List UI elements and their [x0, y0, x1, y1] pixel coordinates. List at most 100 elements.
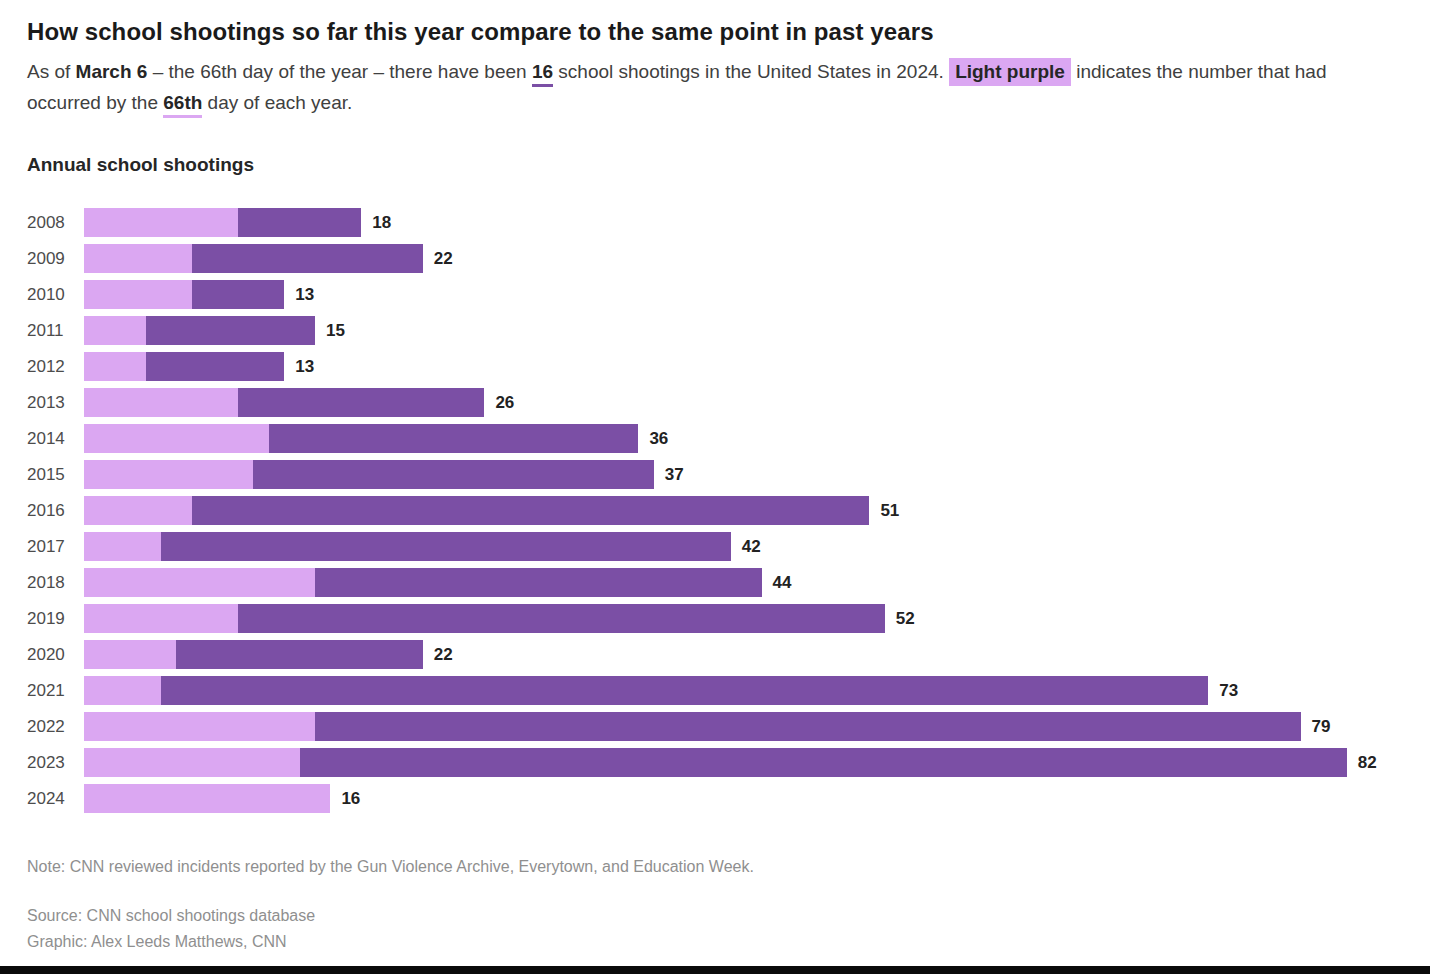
bar-segment-by-66th-day — [84, 424, 269, 453]
chart-row: 2023 82 — [27, 748, 1403, 777]
chart-row: 2019 52 — [27, 604, 1403, 633]
year-label: 2023 — [27, 753, 71, 773]
value-label: 51 — [880, 501, 899, 521]
value-label: 13 — [295, 357, 314, 377]
chart-row: 2010 13 — [27, 280, 1403, 309]
bar-segment-by-66th-day — [84, 676, 161, 705]
year-label: 2022 — [27, 717, 71, 737]
bar-segment-by-66th-day — [84, 604, 238, 633]
bar-segment-rest-of-year — [161, 676, 1208, 705]
chart-row: 2015 37 — [27, 460, 1403, 489]
bar — [84, 748, 1347, 777]
value-label: 73 — [1219, 681, 1238, 701]
bar-segment-by-66th-day — [84, 388, 238, 417]
bar-segment-by-66th-day — [84, 460, 253, 489]
bar — [84, 460, 654, 489]
bar-segment-rest-of-year — [192, 496, 870, 525]
bar-segment-by-66th-day — [84, 568, 315, 597]
bar — [84, 316, 315, 345]
chart-row: 202022 — [27, 640, 1403, 669]
chart-row: 2016 51 — [27, 496, 1403, 525]
year-label: 2011 — [27, 321, 71, 341]
chart-row: 200818 — [27, 208, 1403, 237]
bar-segment-rest-of-year — [192, 244, 423, 273]
value-label: 36 — [649, 429, 668, 449]
bar — [84, 712, 1301, 741]
subtitle-text: school shootings in the United States in… — [553, 61, 949, 82]
value-label: 52 — [896, 609, 915, 629]
year-label: 2009 — [27, 249, 71, 269]
bar — [84, 496, 869, 525]
credits: Source: CNN school shootings database Gr… — [27, 903, 1403, 955]
year-label: 2017 — [27, 537, 71, 557]
bar — [84, 280, 284, 309]
subtitle: As of March 6 – the 66th day of the year… — [27, 56, 1387, 118]
bottom-black-bar — [0, 966, 1430, 974]
year-label: 2019 — [27, 609, 71, 629]
graphic-credit-text: Graphic: Alex Leeds Matthews, CNN — [27, 929, 1403, 955]
chart-row: 2022 79 — [27, 712, 1403, 741]
year-label: 2024 — [27, 789, 71, 809]
bar-segment-rest-of-year — [146, 352, 285, 381]
value-label: 15 — [326, 321, 345, 341]
value-label: 16 — [341, 789, 360, 809]
chart-row: 2014 36 — [27, 424, 1403, 453]
chart-row: 2013 26 — [27, 388, 1403, 417]
bar-segment-by-66th-day — [84, 712, 315, 741]
bar-segment-by-66th-day — [84, 640, 176, 669]
value-label: 13 — [295, 285, 314, 305]
year-label: 2013 — [27, 393, 71, 413]
bar-segment-by-66th-day — [84, 748, 300, 777]
year-label: 2015 — [27, 465, 71, 485]
subtitle-day-underlined: 66th — [163, 92, 202, 118]
year-label: 2012 — [27, 357, 71, 377]
value-label: 37 — [665, 465, 684, 485]
light-purple-legend-chip: Light purple — [949, 58, 1071, 86]
bar-segment-by-66th-day — [84, 496, 192, 525]
bar — [84, 784, 330, 813]
subtitle-text: – the 66th day of the year – there have … — [147, 61, 532, 82]
year-label: 2021 — [27, 681, 71, 701]
bar-segment-rest-of-year — [192, 280, 284, 309]
bar-segment-by-66th-day — [84, 532, 161, 561]
page-title: How school shootings so far this year co… — [27, 18, 1403, 46]
bar-segment-rest-of-year — [300, 748, 1347, 777]
chart-row: 2012 13 — [27, 352, 1403, 381]
bar-segment-rest-of-year — [238, 208, 361, 237]
bar — [84, 388, 484, 417]
bar — [84, 676, 1208, 705]
subtitle-date: March 6 — [76, 61, 148, 82]
chart-row: 2011 15 — [27, 316, 1403, 345]
chart-row: 2009 22 — [27, 244, 1403, 273]
bar-segment-rest-of-year — [269, 424, 639, 453]
year-label: 2014 — [27, 429, 71, 449]
bar-segment-rest-of-year — [161, 532, 731, 561]
bar-segment-by-66th-day — [84, 352, 146, 381]
value-label: 44 — [773, 573, 792, 593]
bar — [84, 532, 731, 561]
bar-segment-rest-of-year — [315, 712, 1301, 741]
bar-segment-rest-of-year — [176, 640, 422, 669]
bar-segment-rest-of-year — [238, 388, 484, 417]
value-label: 82 — [1358, 753, 1377, 773]
value-label: 79 — [1312, 717, 1331, 737]
bar — [84, 352, 284, 381]
value-label: 26 — [495, 393, 514, 413]
bar-segment-by-66th-day — [84, 208, 238, 237]
value-label: 22 — [434, 249, 453, 269]
chart-row: 2021 73 — [27, 676, 1403, 705]
year-label: 2016 — [27, 501, 71, 521]
bar — [84, 640, 423, 669]
bar-segment-by-66th-day — [84, 280, 192, 309]
chart-row: 2024 16 — [27, 784, 1403, 813]
subtitle-text: day of each year. — [202, 92, 352, 113]
bar — [84, 208, 361, 237]
year-label: 2010 — [27, 285, 71, 305]
bar-chart: 200818 2009 22 2010 13 2011 15 2012 13 2013 26 2014… — [27, 208, 1403, 813]
year-label: 2020 — [27, 645, 71, 665]
subtitle-count-underlined: 16 — [532, 61, 553, 87]
bar — [84, 568, 762, 597]
chart-row: 201844 — [27, 568, 1403, 597]
bar-segment-rest-of-year — [238, 604, 885, 633]
cnn-school-shootings-graphic: How school shootings so far this year co… — [0, 0, 1430, 974]
